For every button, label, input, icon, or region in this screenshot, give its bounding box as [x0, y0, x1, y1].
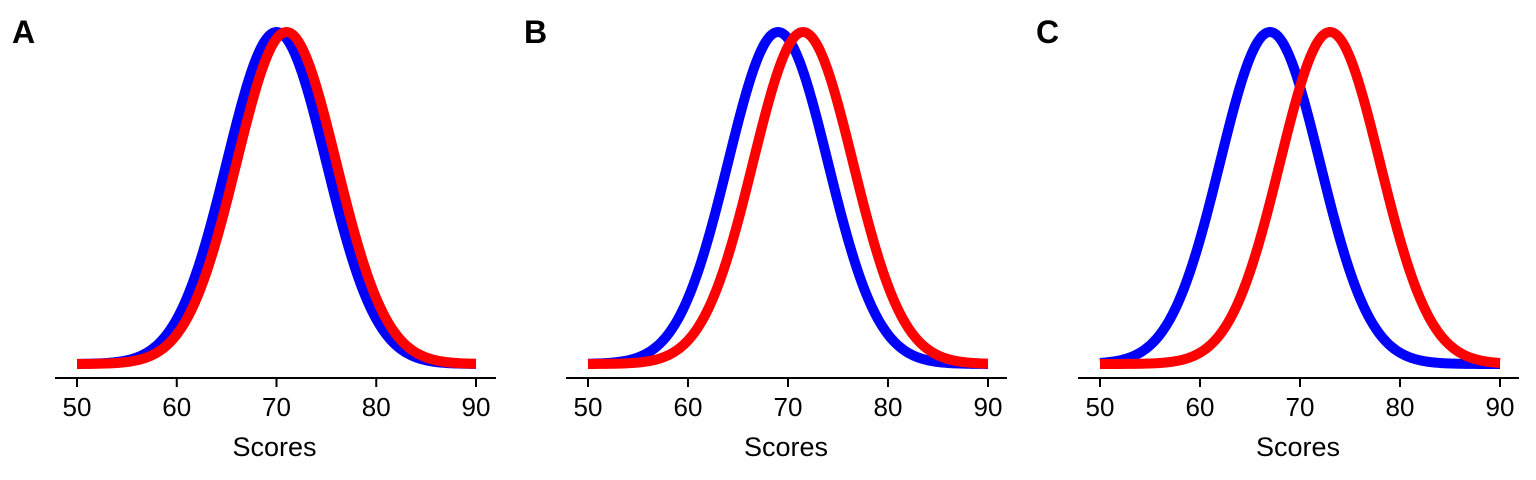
series-line-red [74, 27, 479, 369]
series-line-blue [585, 27, 991, 369]
chart-panel-a: A 50 60 70 80 90 Scores [12, 14, 496, 462]
x-tick-label: 80 [1386, 392, 1415, 422]
x-tick-label: 90 [974, 392, 1003, 422]
x-tick-label: 50 [1086, 392, 1115, 422]
x-tick-label: 80 [874, 392, 903, 422]
x-tick-label: 60 [674, 392, 703, 422]
x-tick-label: 90 [462, 392, 491, 422]
x-tick-label: 90 [1486, 392, 1515, 422]
x-tick-label: 50 [63, 392, 92, 422]
chart-panel-b: B 50 60 70 80 90 Scores [524, 14, 1007, 462]
x-axis-title: Scores [1256, 432, 1340, 462]
x-tick-label: 80 [362, 392, 391, 422]
x-axis-title: Scores [744, 432, 828, 462]
series-line-red [1097, 27, 1503, 369]
panel-label: B [524, 14, 547, 50]
x-tick-label: 70 [1286, 392, 1315, 422]
x-axis-title: Scores [232, 432, 316, 462]
series-line-blue [74, 27, 479, 369]
x-tick-label: 60 [162, 392, 191, 422]
x-tick-label: 70 [774, 392, 803, 422]
x-tick-label: 50 [574, 392, 603, 422]
x-tick-label: 70 [262, 392, 291, 422]
x-tick-label: 60 [1186, 392, 1215, 422]
chart-panel-c: C 50 60 70 80 90 Scores [1036, 14, 1519, 462]
panel-label: C [1036, 14, 1059, 50]
series-line-red [585, 27, 991, 369]
panel-label: A [12, 14, 35, 50]
